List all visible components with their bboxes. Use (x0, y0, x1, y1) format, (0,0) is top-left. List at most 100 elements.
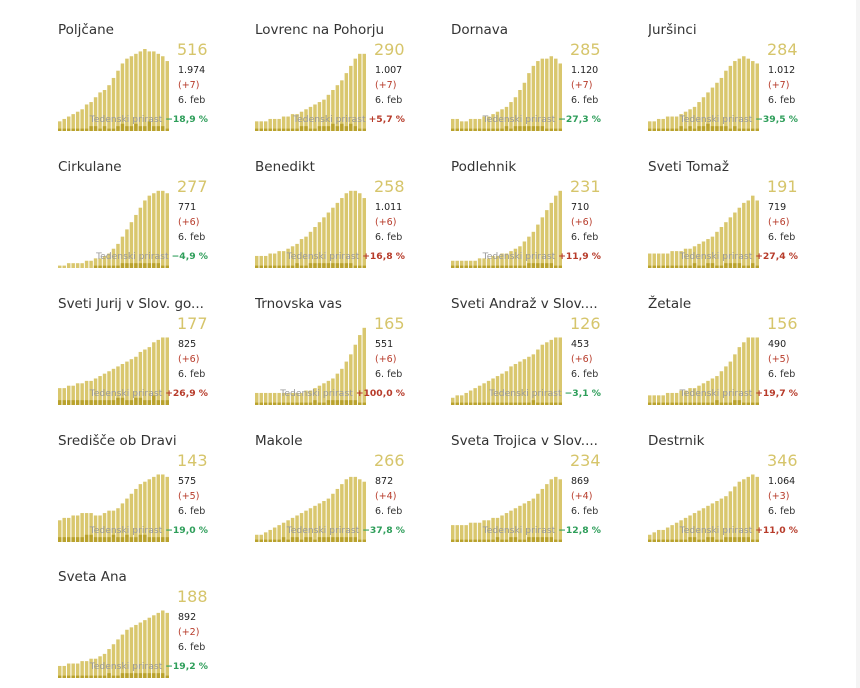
weekly-growth: Tedenski prirast −12,8 % (483, 525, 601, 537)
active-cases-bar (468, 390, 473, 405)
daily-cases-bar (728, 128, 733, 131)
active-cases-bar (340, 198, 344, 268)
active-cases-bar (710, 378, 715, 405)
municipality-card[interactable]: Podlehnik 231 710 (+6) 6. feb Tedenski priras… (451, 158, 647, 278)
weekly-growth: Tedenski prirast −19,0 % (90, 525, 208, 537)
daily-cases-bar (746, 265, 751, 268)
municipality-card[interactable]: Cirkulane 277 771 (+6) 6. feb Tedenski priras… (58, 158, 254, 278)
active-cases-bar (674, 251, 679, 268)
mini-bar-chart (648, 56, 759, 131)
municipality-card[interactable]: Sveti Jurij v Slov. go... 177 825 (+6) 6. fe… (58, 295, 254, 415)
active-cases-bar (706, 505, 710, 542)
daily-cases-bar (344, 126, 349, 131)
weekly-growth-label: Tedenski prirast (679, 114, 753, 125)
active-cases-bar (165, 337, 169, 405)
daily-cases-bar (111, 675, 116, 678)
municipality-card[interactable]: Sveta Ana 188 892 (+2) 6. feb Tedenski priras… (58, 568, 254, 688)
mini-bar-chart (451, 190, 562, 268)
active-cases-bar (697, 102, 701, 131)
municipality-name: Poljčane (58, 22, 114, 38)
municipality-card[interactable]: Sveta Trojica v Slov.... 234 869 (+4) 6. feb… (451, 432, 647, 552)
active-cases-bar (701, 508, 706, 542)
municipality-card[interactable]: Trnovska vas 165 551 (+6) 6. feb Tedenski pri… (255, 295, 451, 415)
daily-cases-bar (147, 263, 152, 268)
active-cases-bar (272, 118, 277, 131)
mini-bar-chart (648, 195, 759, 268)
daily-cases-bar (156, 126, 161, 131)
municipality-card[interactable]: Poljčane 516 1.974 (+7) 6. feb Tedenski prira… (58, 21, 254, 141)
active-cases-bar (500, 515, 504, 542)
municipality-card[interactable]: Sveti Andraž v Slov.... 126 453 (+6) 6. feb T… (451, 295, 647, 415)
active-cases-number: 156 (767, 314, 798, 333)
daily-cases-bar (340, 123, 344, 131)
active-cases-bar (540, 488, 545, 542)
active-cases-bar (116, 243, 120, 268)
daily-cases-bar (688, 265, 692, 268)
daily-cases-bar (540, 537, 545, 542)
active-cases-bar (116, 639, 120, 678)
active-cases-bar (349, 476, 353, 542)
date-label: 6. feb (375, 232, 403, 243)
municipality-card[interactable]: Dornava 285 1.120 (+7) 6. feb Tedenski priras… (451, 21, 647, 141)
daily-cases-bar (554, 402, 558, 405)
active-cases-number: 165 (374, 314, 405, 333)
municipality-card[interactable]: Žetale 156 490 (+5) 6. feb Tedenski prirast +1… (648, 295, 844, 415)
daily-cases-bar (93, 675, 98, 678)
daily-cases-bar (477, 128, 482, 131)
active-cases-bar (98, 92, 102, 131)
active-cases-number: 290 (374, 40, 405, 59)
daily-cases-bar (670, 402, 674, 405)
total-cases: 771 (178, 202, 197, 213)
daily-cases-bar (255, 128, 259, 131)
daily-cases-bar (304, 126, 308, 131)
active-cases-bar (701, 97, 706, 131)
daily-cases-bar (335, 537, 340, 542)
daily-cases-bar (89, 126, 93, 131)
active-cases-bar (313, 505, 317, 542)
active-cases-bar (317, 222, 322, 268)
active-cases-bar (277, 392, 281, 405)
municipality-card[interactable]: Benedikt 258 1.011 (+6) 6. feb Tedenski prira… (255, 158, 451, 278)
active-cases-bar (358, 53, 362, 131)
municipality-card[interactable]: Juršinci 284 1.012 (+7) 6. feb Tedenski prira… (648, 21, 844, 141)
active-cases-bar (111, 368, 116, 405)
active-cases-bar (102, 255, 107, 268)
municipality-name: Sveta Trojica v Slov.... (451, 433, 598, 449)
municipality-card[interactable]: Lovrenc na Pohorju 290 1.007 (+7) 6. feb Tede… (255, 21, 451, 141)
weekly-growth: Tedenski prirast −37,8 % (287, 525, 405, 537)
daily-cases-bar (111, 400, 116, 405)
active-cases-bar (464, 392, 468, 405)
active-cases-bar (464, 525, 468, 542)
active-cases-bar (152, 476, 156, 542)
active-cases-bar (75, 263, 80, 268)
page-scrollbar[interactable] (856, 0, 860, 688)
active-cases-bar (286, 392, 290, 405)
daily-cases-bar (545, 128, 549, 131)
active-cases-bar (161, 190, 165, 268)
municipality-name: Makole (255, 433, 303, 449)
daily-cases-bar (509, 128, 513, 131)
active-cases-bar (255, 534, 259, 542)
daily-cases-bar (522, 539, 527, 542)
active-cases-bar (500, 253, 504, 268)
daily-cases-bar (308, 263, 313, 268)
daily-cases-bar (688, 537, 692, 542)
active-cases-bar (308, 508, 313, 542)
municipality-card[interactable]: Makole 266 872 (+4) 6. feb Tedenski prirast −3… (255, 432, 451, 552)
daily-cases-bar (513, 537, 518, 542)
active-cases-bar (317, 102, 322, 131)
date-label: 6. feb (768, 232, 796, 243)
daily-cases-bar (344, 400, 349, 405)
municipality-card[interactable]: Središče ob Dravi 143 575 (+5) 6. feb Tedensk… (58, 432, 254, 552)
active-cases-bar (742, 479, 746, 542)
daily-cases-bar (459, 265, 464, 268)
active-cases-bar (656, 118, 661, 131)
active-cases-bar (755, 476, 759, 542)
municipality-card[interactable]: Destrnik 346 1.064 (+3) 6. feb Tedenski prira… (648, 432, 844, 552)
municipality-card[interactable]: Sveti Tomaž 191 719 (+6) 6. feb Tedenski prir… (648, 158, 844, 278)
daily-cases-bar (152, 263, 156, 268)
daily-cases-bar (701, 265, 706, 268)
daily-cases-bar (491, 265, 495, 268)
daily-cases-bar (165, 128, 169, 131)
daily-cases-bar (549, 263, 554, 268)
